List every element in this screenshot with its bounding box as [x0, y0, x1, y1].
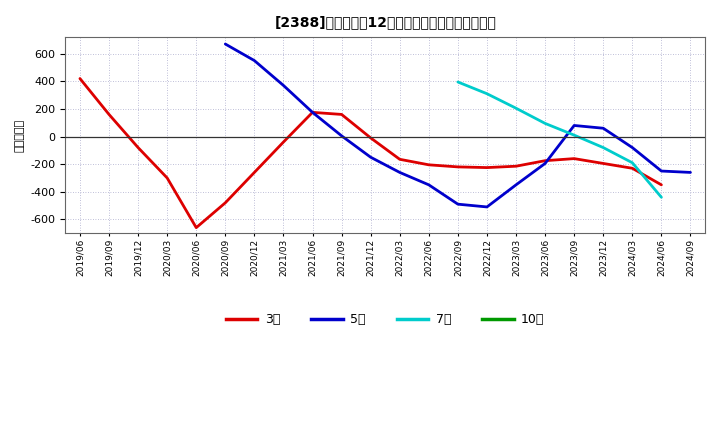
5年: [221, 41, 230, 47]
7年: [657, 194, 666, 200]
7年: [541, 121, 549, 126]
3年: [541, 158, 549, 163]
3年: [308, 110, 317, 115]
5年: [250, 58, 258, 63]
Legend: 3年, 5年, 7年, 10年: 3年, 5年, 7年, 10年: [221, 308, 549, 331]
3年: [104, 112, 113, 117]
3年: [628, 165, 636, 171]
5年: [366, 154, 375, 160]
5年: [686, 170, 695, 175]
3年: [454, 164, 462, 169]
3年: [482, 165, 491, 170]
5年: [628, 145, 636, 150]
3年: [425, 162, 433, 168]
Y-axis label: （百万円）: （百万円）: [15, 118, 25, 152]
3年: [657, 182, 666, 187]
3年: [599, 161, 608, 166]
3年: [250, 170, 258, 175]
5年: [395, 170, 404, 175]
7年: [512, 106, 521, 111]
5年: [541, 161, 549, 166]
5年: [599, 125, 608, 131]
3年: [366, 135, 375, 140]
3年: [163, 175, 171, 180]
Title: [2388]　経常利益12か月移動合計の平均値の推移: [2388] 経常利益12か月移動合計の平均値の推移: [274, 15, 496, 29]
5年: [308, 110, 317, 115]
3年: [570, 156, 578, 161]
Line: 5年: 5年: [225, 44, 690, 207]
7年: [454, 79, 462, 84]
5年: [337, 133, 346, 139]
5年: [482, 204, 491, 209]
5年: [454, 202, 462, 207]
3年: [192, 225, 201, 230]
5年: [657, 169, 666, 174]
3年: [395, 157, 404, 162]
5年: [570, 123, 578, 128]
7年: [570, 132, 578, 138]
3年: [76, 76, 84, 81]
3年: [337, 112, 346, 117]
3年: [221, 200, 230, 205]
5年: [279, 83, 288, 88]
Line: 7年: 7年: [458, 82, 662, 197]
Line: 3年: 3年: [80, 78, 662, 227]
7年: [628, 160, 636, 165]
3年: [279, 139, 288, 145]
3年: [512, 164, 521, 169]
5年: [425, 182, 433, 187]
7年: [482, 91, 491, 96]
5年: [512, 182, 521, 187]
7年: [599, 145, 608, 150]
3年: [134, 145, 143, 150]
